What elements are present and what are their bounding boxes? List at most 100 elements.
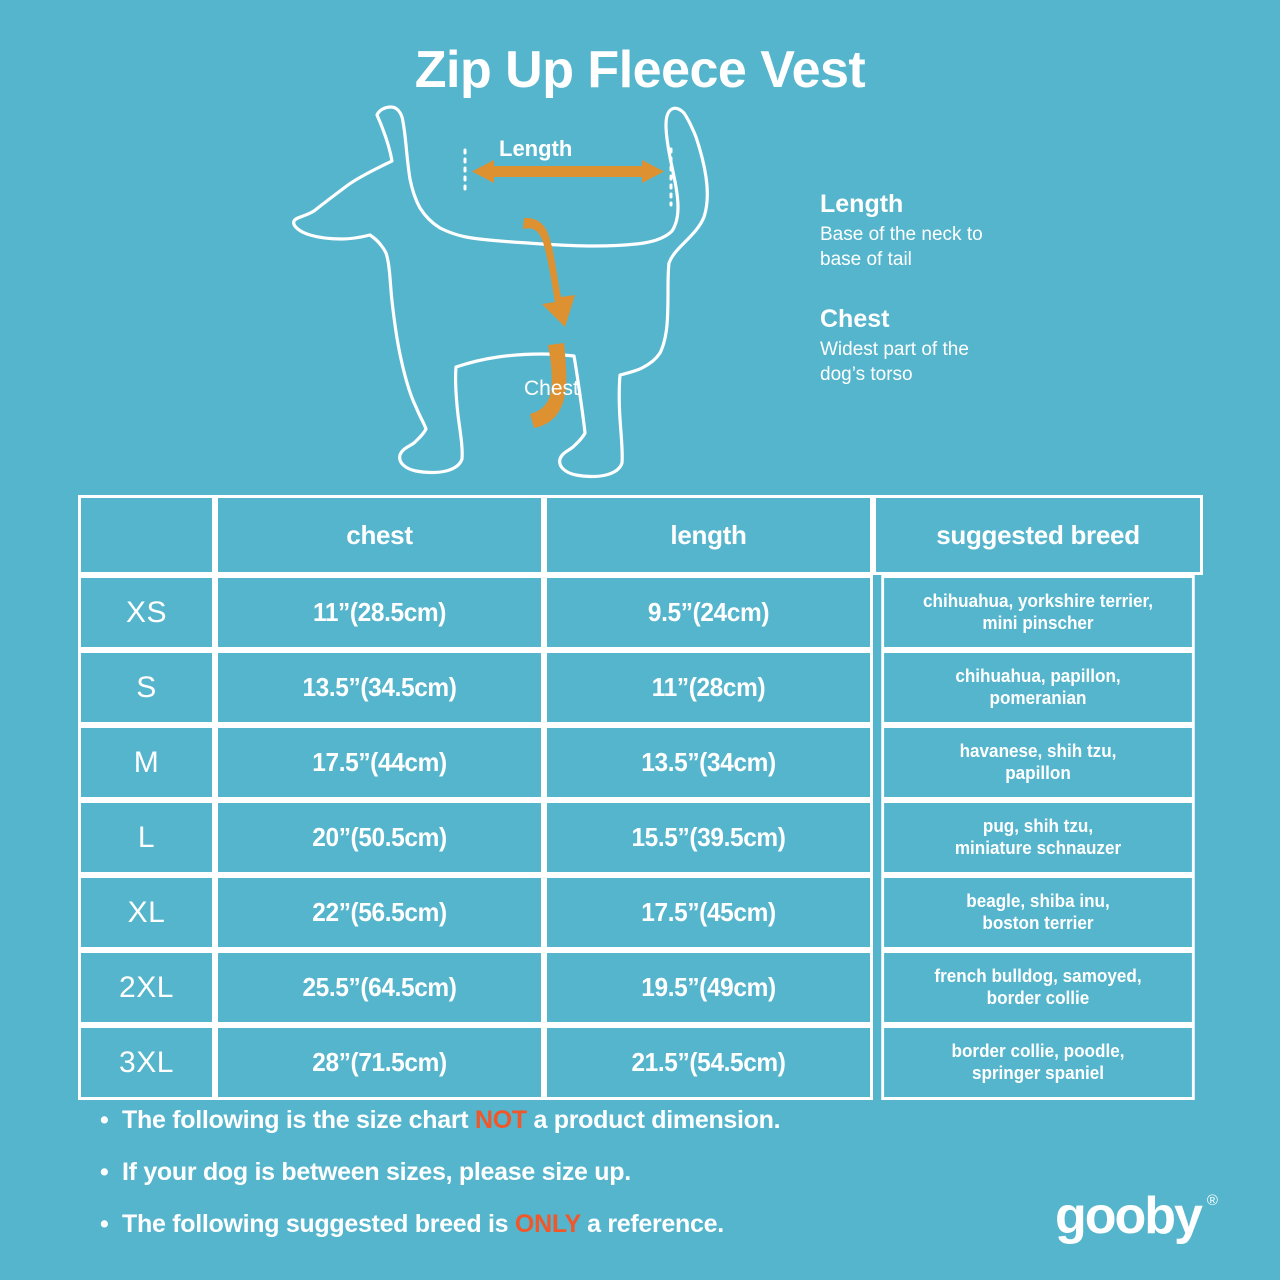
size-chart-table: chest length suggested breed XS 11”(28.5c… — [78, 495, 1203, 1100]
cell-breed-line2: papillon — [1005, 762, 1071, 783]
cell-breed: chihuahua, yorkshire terrier, mini pinsch… — [881, 575, 1195, 650]
measurement-legend: Length Base of the neck to base of tail … — [820, 190, 1080, 388]
logo-wordmark: gooby — [1055, 1187, 1203, 1245]
cell-length-value: 15.5”(39.5cm) — [631, 822, 786, 852]
table-header-size — [78, 495, 215, 575]
cell-chest-value: 11”(28.5cm) — [312, 597, 447, 627]
cell-size: XL — [78, 875, 215, 950]
cell-breed: chihuahua, papillon, pomeranian — [881, 650, 1195, 725]
table-row: 2XL 25.5”(64.5cm) 19.5”(49cm) french bulldo… — [78, 950, 1203, 1025]
cell-length: 17.5”(45cm) — [544, 875, 873, 950]
legend-desc-chest: Widest part of the dog’s torso — [820, 337, 1080, 388]
gooby-logo: gooby ® — [1055, 1187, 1218, 1245]
cell-breed-line1: chihuahua, yorkshire terrier, — [922, 590, 1153, 611]
cell-breed-line2: border collie — [986, 987, 1090, 1008]
cell-length-value: 11”(28cm) — [651, 672, 766, 702]
note-text-highlight: NOT — [474, 1106, 527, 1134]
note-text-highlight: ONLY — [514, 1210, 581, 1238]
cell-length: 19.5”(49cm) — [544, 950, 873, 1025]
cell-breed: pug, shih tzu, miniature schnauzer — [881, 800, 1195, 875]
cell-breed: beagle, shiba inu, boston terrier — [881, 875, 1195, 950]
chest-diagram-label: Chest — [524, 377, 579, 400]
note-text: The following is the size chart NOT a pr… — [122, 1106, 781, 1134]
legend-desc-length-line1: Base of the neck to — [820, 223, 983, 245]
cell-breed-line1: border collie, poodle, — [951, 1040, 1125, 1061]
cell-length: 13.5”(34cm) — [544, 725, 873, 800]
bullet-icon: • — [100, 1158, 109, 1186]
cell-size: L — [78, 800, 215, 875]
cell-chest: 25.5”(64.5cm) — [215, 950, 544, 1025]
cell-breed-line1: beagle, shiba inu, — [966, 890, 1110, 911]
cell-length-value: 9.5”(24cm) — [647, 597, 770, 627]
cell-chest-value: 22”(56.5cm) — [312, 897, 447, 927]
cell-size: S — [78, 650, 215, 725]
legend-block-chest: Chest Widest part of the dog’s torso — [820, 305, 1080, 387]
bullet-icon: • — [100, 1106, 109, 1134]
table-header-row: chest length suggested breed — [78, 495, 1203, 575]
cell-length-value: 13.5”(34cm) — [641, 747, 776, 777]
cell-breed-line2: miniature schnauzer — [954, 837, 1122, 858]
cell-breed: havanese, shih tzu, papillon — [881, 725, 1195, 800]
note-text: If your dog is between sizes, please siz… — [122, 1160, 631, 1185]
note-text-pre: The following is the size chart — [122, 1106, 475, 1134]
cell-chest-value: 13.5”(34.5cm) — [302, 672, 457, 702]
length-arrow-icon — [472, 160, 664, 183]
registered-trademark-icon: ® — [1206, 1192, 1218, 1209]
cell-chest-value: 28”(71.5cm) — [312, 1047, 447, 1077]
length-diagram-label: Length — [499, 136, 573, 161]
cell-chest: 17.5”(44cm) — [215, 725, 544, 800]
note-text-pre: If your dog is between sizes, please siz… — [122, 1158, 631, 1186]
cell-chest-value: 17.5”(44cm) — [312, 747, 447, 777]
cell-length: 15.5”(39.5cm) — [544, 800, 873, 875]
cell-size: M — [78, 725, 215, 800]
note-text-pre: The following suggested breed is — [122, 1210, 515, 1238]
cell-chest: 22”(56.5cm) — [215, 875, 544, 950]
cell-chest-value: 25.5”(64.5cm) — [302, 972, 457, 1002]
cell-size: 3XL — [78, 1025, 215, 1100]
cell-breed-line2: mini pinscher — [982, 612, 1094, 633]
legend-desc-chest-line2: dog’s torso — [820, 364, 913, 386]
note-text-post: a product dimension. — [526, 1106, 781, 1134]
note-text: The following suggested breed is ONLY a … — [122, 1212, 724, 1237]
table-row: M 17.5”(44cm) 13.5”(34cm) havanese, shih tz… — [78, 725, 1203, 800]
cell-breed-line1: havanese, shih tzu, — [959, 740, 1117, 761]
cell-length: 9.5”(24cm) — [544, 575, 873, 650]
cell-length: 11”(28cm) — [544, 650, 873, 725]
chest-arrow-icon — [523, 217, 575, 428]
notes-list: • The following is the size chart NOT a … — [100, 1108, 1000, 1264]
cell-breed-line2: pomeranian — [989, 687, 1087, 708]
legend-desc-length-line2: base of tail — [820, 249, 912, 271]
cell-breed-line1: french bulldog, samoyed, — [934, 965, 1142, 986]
dog-measurement-diagram — [280, 105, 780, 490]
legend-title-chest: Chest — [820, 305, 890, 334]
cell-length-value: 21.5”(54.5cm) — [631, 1047, 786, 1077]
table-row: 3XL 28”(71.5cm) 21.5”(54.5cm) border collie… — [78, 1025, 1203, 1100]
page-title: Zip Up Fleece Vest — [414, 41, 866, 99]
legend-block-length: Length Base of the neck to base of tail — [820, 190, 1080, 272]
legend-desc-length: Base of the neck to base of tail — [820, 222, 1080, 273]
cell-breed: french bulldog, samoyed, border collie — [881, 950, 1195, 1025]
cell-length: 21.5”(54.5cm) — [544, 1025, 873, 1100]
cell-breed-line2: springer spaniel — [971, 1062, 1105, 1083]
cell-length-value: 17.5”(45cm) — [641, 897, 776, 927]
table-header-breed: suggested breed — [873, 495, 1203, 575]
table-row: XL 22”(56.5cm) 17.5”(45cm) beagle, shiba in… — [78, 875, 1203, 950]
table-header-length: length — [544, 495, 873, 575]
cell-size: 2XL — [78, 950, 215, 1025]
cell-length-value: 19.5”(49cm) — [641, 972, 776, 1002]
cell-breed-line1: chihuahua, papillon, — [955, 665, 1121, 686]
cell-chest: 28”(71.5cm) — [215, 1025, 544, 1100]
table-row: XS 11”(28.5cm) 9.5”(24cm) chihuahua, yorksh… — [78, 575, 1203, 650]
table-row: L 20”(50.5cm) 15.5”(39.5cm) pug, shih tzu, m… — [78, 800, 1203, 875]
legend-title-length: Length — [820, 190, 904, 218]
cell-breed-line2: boston terrier — [982, 912, 1094, 933]
note-item: • The following suggested breed is ONLY … — [100, 1212, 1000, 1237]
cell-chest-value: 20”(50.5cm) — [312, 822, 447, 852]
note-text-post: a reference. — [580, 1210, 724, 1238]
legend-desc-chest-line1: Widest part of the — [820, 339, 969, 361]
note-item: • The following is the size chart NOT a … — [100, 1108, 1000, 1133]
cell-chest: 20”(50.5cm) — [215, 800, 544, 875]
table-header-chest: chest — [215, 495, 544, 575]
cell-chest: 11”(28.5cm) — [215, 575, 544, 650]
